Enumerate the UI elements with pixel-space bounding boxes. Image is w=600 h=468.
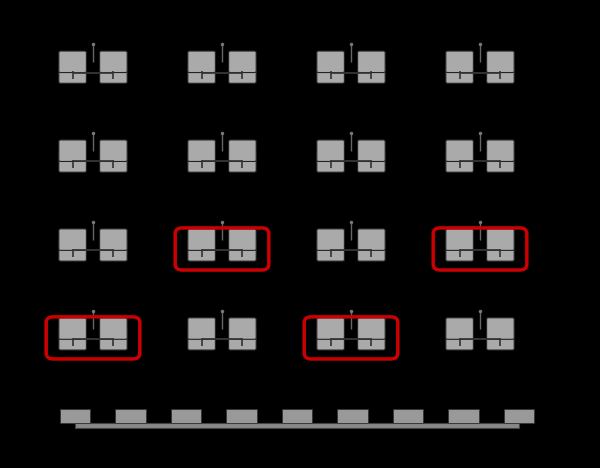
- FancyBboxPatch shape: [100, 329, 127, 350]
- FancyBboxPatch shape: [59, 151, 86, 172]
- FancyBboxPatch shape: [59, 229, 86, 250]
- FancyBboxPatch shape: [487, 51, 514, 73]
- FancyBboxPatch shape: [188, 140, 215, 161]
- FancyBboxPatch shape: [358, 318, 385, 339]
- FancyBboxPatch shape: [100, 240, 127, 261]
- FancyBboxPatch shape: [229, 229, 256, 250]
- FancyBboxPatch shape: [487, 140, 514, 161]
- FancyBboxPatch shape: [59, 318, 86, 339]
- FancyBboxPatch shape: [446, 229, 473, 250]
- Bar: [226, 409, 257, 423]
- FancyBboxPatch shape: [446, 329, 473, 350]
- Bar: [282, 409, 312, 423]
- FancyBboxPatch shape: [188, 318, 215, 339]
- FancyBboxPatch shape: [188, 62, 215, 83]
- FancyBboxPatch shape: [487, 62, 514, 83]
- FancyBboxPatch shape: [229, 329, 256, 350]
- FancyBboxPatch shape: [188, 229, 215, 250]
- FancyBboxPatch shape: [487, 229, 514, 250]
- FancyBboxPatch shape: [229, 62, 256, 83]
- FancyBboxPatch shape: [59, 240, 86, 261]
- FancyBboxPatch shape: [317, 151, 344, 172]
- FancyBboxPatch shape: [59, 62, 86, 83]
- FancyBboxPatch shape: [229, 51, 256, 73]
- Bar: [337, 409, 368, 423]
- FancyBboxPatch shape: [446, 240, 473, 261]
- FancyBboxPatch shape: [317, 318, 344, 339]
- FancyBboxPatch shape: [446, 62, 473, 83]
- FancyBboxPatch shape: [100, 229, 127, 250]
- FancyBboxPatch shape: [317, 240, 344, 261]
- Bar: [393, 409, 423, 423]
- FancyBboxPatch shape: [229, 240, 256, 261]
- FancyBboxPatch shape: [59, 329, 86, 350]
- FancyBboxPatch shape: [59, 140, 86, 161]
- FancyBboxPatch shape: [317, 62, 344, 83]
- FancyBboxPatch shape: [446, 151, 473, 172]
- FancyBboxPatch shape: [358, 62, 385, 83]
- FancyBboxPatch shape: [487, 240, 514, 261]
- FancyBboxPatch shape: [100, 318, 127, 339]
- FancyBboxPatch shape: [446, 140, 473, 161]
- FancyBboxPatch shape: [446, 318, 473, 339]
- FancyBboxPatch shape: [100, 62, 127, 83]
- FancyBboxPatch shape: [317, 329, 344, 350]
- FancyBboxPatch shape: [487, 318, 514, 339]
- FancyBboxPatch shape: [358, 229, 385, 250]
- FancyBboxPatch shape: [100, 151, 127, 172]
- FancyBboxPatch shape: [358, 329, 385, 350]
- FancyBboxPatch shape: [446, 51, 473, 73]
- FancyBboxPatch shape: [358, 51, 385, 73]
- Bar: [60, 409, 90, 423]
- FancyBboxPatch shape: [317, 229, 344, 250]
- FancyBboxPatch shape: [59, 51, 86, 73]
- FancyBboxPatch shape: [358, 140, 385, 161]
- Bar: [115, 409, 146, 423]
- FancyBboxPatch shape: [100, 51, 127, 73]
- FancyBboxPatch shape: [100, 140, 127, 161]
- FancyBboxPatch shape: [358, 240, 385, 261]
- Bar: [171, 409, 201, 423]
- FancyBboxPatch shape: [317, 140, 344, 161]
- FancyBboxPatch shape: [358, 151, 385, 172]
- FancyBboxPatch shape: [487, 151, 514, 172]
- FancyBboxPatch shape: [317, 51, 344, 73]
- Bar: [448, 409, 479, 423]
- FancyBboxPatch shape: [229, 151, 256, 172]
- FancyBboxPatch shape: [229, 140, 256, 161]
- FancyBboxPatch shape: [229, 318, 256, 339]
- FancyBboxPatch shape: [188, 51, 215, 73]
- Bar: [75, 423, 519, 428]
- FancyBboxPatch shape: [188, 329, 215, 350]
- FancyBboxPatch shape: [188, 151, 215, 172]
- FancyBboxPatch shape: [188, 240, 215, 261]
- FancyBboxPatch shape: [487, 329, 514, 350]
- Bar: [504, 409, 534, 423]
